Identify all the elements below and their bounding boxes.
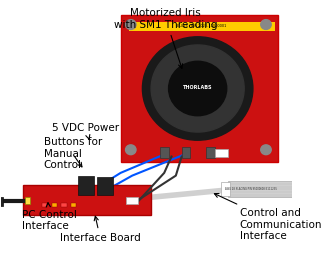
Bar (215, 149, 228, 157)
Bar (221, 182, 230, 196)
Bar (71, 203, 77, 207)
Bar (182, 147, 190, 158)
Text: Buttons for
Manual
Control: Buttons for Manual Control (44, 137, 102, 170)
Bar (228, 181, 292, 197)
Bar (52, 203, 57, 207)
Bar (25, 197, 30, 204)
Circle shape (261, 20, 271, 29)
Bar (97, 177, 113, 195)
Circle shape (261, 145, 271, 155)
Circle shape (125, 145, 136, 155)
Bar (129, 22, 275, 31)
Text: ELL15   P/N 2023-11000001: ELL15 P/N 2023-11000001 (177, 24, 227, 28)
Bar (126, 197, 138, 204)
Bar (160, 147, 169, 158)
Text: Motorized Iris
with SM1 Threading: Motorized Iris with SM1 Threading (114, 8, 217, 68)
Circle shape (125, 20, 136, 29)
Text: Control and
Communication
Interface: Control and Communication Interface (214, 194, 322, 241)
Bar (61, 203, 67, 207)
FancyBboxPatch shape (23, 185, 151, 215)
Text: AWG 28 XLACING P/N 95000608 E111235: AWG 28 XLACING P/N 95000608 E111235 (225, 187, 278, 191)
Bar (206, 147, 215, 158)
Circle shape (143, 37, 253, 140)
Bar (0, 197, 3, 205)
Bar (42, 203, 47, 207)
Text: Interface Board: Interface Board (60, 216, 141, 243)
Bar (79, 176, 94, 195)
Text: 5 VDC Power: 5 VDC Power (52, 123, 119, 139)
Text: PC Control
Interface: PC Control Interface (22, 203, 77, 231)
Circle shape (151, 45, 244, 132)
FancyBboxPatch shape (120, 15, 278, 162)
Text: THORLABS: THORLABS (183, 85, 213, 90)
Circle shape (169, 61, 227, 116)
